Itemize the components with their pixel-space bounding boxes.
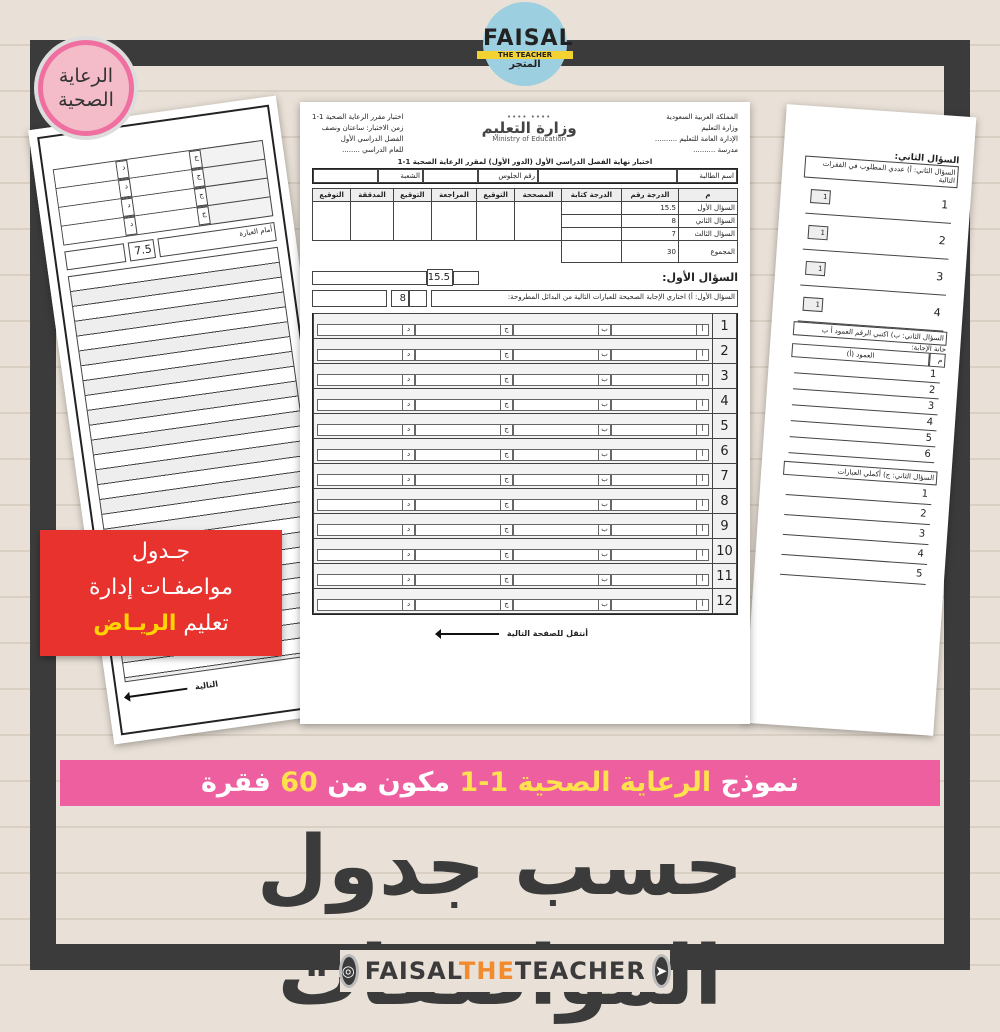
option-field[interactable]: د bbox=[317, 424, 415, 436]
option-field[interactable]: ب bbox=[513, 499, 611, 511]
option-field[interactable]: د bbox=[317, 524, 415, 536]
brand-footer: ◎ FAISALTHETEACHER ➤ bbox=[338, 950, 672, 992]
q1a-text: السؤال الأول: أ) اختاري الإجابة الصحيحة … bbox=[431, 290, 738, 307]
option-field[interactable]: د bbox=[317, 374, 415, 386]
total-row: المجموع 30 bbox=[313, 240, 739, 263]
q1-title: السؤال الأول: bbox=[662, 271, 738, 284]
option-field[interactable]: ج bbox=[415, 374, 513, 386]
option-field[interactable]: ج bbox=[415, 349, 513, 361]
grade-header: التوقيع bbox=[311, 188, 352, 202]
option-field[interactable]: ب bbox=[513, 424, 611, 436]
arrow-left-icon bbox=[434, 628, 499, 639]
option-field[interactable]: ج bbox=[415, 549, 513, 561]
option-field[interactable]: د bbox=[317, 324, 415, 336]
option-field[interactable]: أ bbox=[611, 499, 709, 511]
header-left: اختبار مقرر الرعاية الصحية 1-1 زمن الاختب… bbox=[312, 113, 404, 154]
grade-header: التوقيع bbox=[392, 188, 432, 202]
grade-header: الدرجة رقم bbox=[620, 188, 679, 202]
option-field[interactable]: ب bbox=[513, 324, 611, 336]
exam-title: اختبار نهاية الفصل الدراسي الأول (الدور … bbox=[397, 158, 653, 166]
question-row: 10 أ ب ج د bbox=[313, 538, 737, 564]
spec-sticker: جـدول مواصفـات إدارة تعليم الريـاض bbox=[40, 530, 282, 656]
option-field[interactable]: ج bbox=[415, 399, 513, 411]
option-field[interactable]: د bbox=[317, 574, 415, 586]
option-field[interactable]: أ bbox=[611, 324, 709, 336]
headline: حسب جدول المواصفات bbox=[256, 819, 744, 1024]
arrow-left-icon bbox=[127, 687, 188, 698]
option-field[interactable]: د bbox=[317, 474, 415, 486]
option-field[interactable]: أ bbox=[611, 349, 709, 361]
option-field[interactable]: أ bbox=[611, 374, 709, 386]
grade-header: م bbox=[677, 188, 739, 202]
option-field[interactable]: د bbox=[317, 449, 415, 461]
option-field[interactable]: ج bbox=[415, 449, 513, 461]
option-field[interactable]: د bbox=[317, 349, 415, 361]
option-field[interactable]: ب bbox=[513, 374, 611, 386]
option-field[interactable]: أ bbox=[611, 449, 709, 461]
question-row: 11 أ ب ج د bbox=[313, 563, 737, 589]
left-score: 7.5 bbox=[127, 239, 157, 262]
grade-header: المراجعة bbox=[430, 188, 478, 202]
header-right: المملكة العربية السعودية وزارة التعليم الإ… bbox=[654, 113, 738, 154]
question-row: 12 أ ب ج د bbox=[313, 588, 737, 614]
option-field[interactable]: ج bbox=[415, 599, 513, 611]
grade-header: الدرجة كتابة bbox=[560, 188, 622, 202]
student-info: اسم الطالبة رقم الجلوس الشعبة bbox=[312, 168, 738, 184]
instagram-icon[interactable]: ◎ bbox=[338, 954, 359, 988]
option-field[interactable]: ج bbox=[415, 474, 513, 486]
q1a-score: 8 bbox=[391, 290, 409, 307]
grade-header: المصححة bbox=[514, 188, 562, 202]
option-field[interactable]: ب bbox=[513, 399, 611, 411]
option-field[interactable]: ج bbox=[415, 524, 513, 536]
subtitle-banner: نموذج الرعاية الصحية 1-1 مكون من 60 فقرة bbox=[60, 760, 940, 806]
col-m: م bbox=[928, 352, 946, 368]
option-field[interactable]: أ bbox=[611, 424, 709, 436]
grade-header: المدققة bbox=[350, 188, 394, 202]
grade-header: التوقيع bbox=[476, 188, 516, 202]
option-field[interactable]: أ bbox=[611, 474, 709, 486]
option-field[interactable]: أ bbox=[611, 574, 709, 586]
option-field[interactable]: د bbox=[317, 599, 415, 611]
option-field[interactable]: ب bbox=[513, 599, 611, 611]
option-field[interactable]: ب bbox=[513, 574, 611, 586]
option-field[interactable]: أ bbox=[611, 399, 709, 411]
option-field[interactable]: ب bbox=[513, 449, 611, 461]
telegram-icon[interactable]: ➤ bbox=[651, 954, 672, 988]
option-field[interactable]: ب bbox=[513, 549, 611, 561]
grade-row: السؤال الأول 15.5 bbox=[311, 201, 739, 241]
option-field[interactable]: د bbox=[317, 499, 415, 511]
grade-table: م الدرجة رقم الدرجة كتابة المصححة التوقيع الم… bbox=[311, 188, 739, 263]
option-field[interactable]: د bbox=[317, 549, 415, 561]
option-field[interactable]: ج bbox=[415, 499, 513, 511]
option-field[interactable]: ج bbox=[415, 574, 513, 586]
option-field[interactable]: ب bbox=[513, 524, 611, 536]
option-field[interactable]: ب bbox=[513, 474, 611, 486]
center-exam-page: المملكة العربية السعودية وزارة التعليم الإ… bbox=[300, 102, 750, 724]
ministry-logo: •••• •••• وزارة التعليم Ministry of Educat… bbox=[481, 113, 577, 143]
option-field[interactable]: ج bbox=[415, 324, 513, 336]
option-field[interactable]: أ bbox=[611, 599, 709, 611]
left-next-page: التالية bbox=[194, 679, 219, 692]
option-field[interactable]: ج bbox=[415, 424, 513, 436]
option-field[interactable]: ب bbox=[513, 349, 611, 361]
option-field[interactable]: أ bbox=[611, 524, 709, 536]
option-field[interactable]: أ bbox=[611, 549, 709, 561]
next-page-label: أنتقل للصفحة التالية bbox=[506, 629, 588, 638]
option-field[interactable]: د bbox=[317, 399, 415, 411]
ministry-dots-icon: •••• •••• bbox=[507, 113, 552, 121]
topic-badge: الرعاية الصحية bbox=[38, 40, 134, 136]
faisal-logo: FAISAL THE TEACHER المتجر bbox=[477, 2, 573, 86]
q1-score: 15.5 bbox=[427, 269, 453, 286]
